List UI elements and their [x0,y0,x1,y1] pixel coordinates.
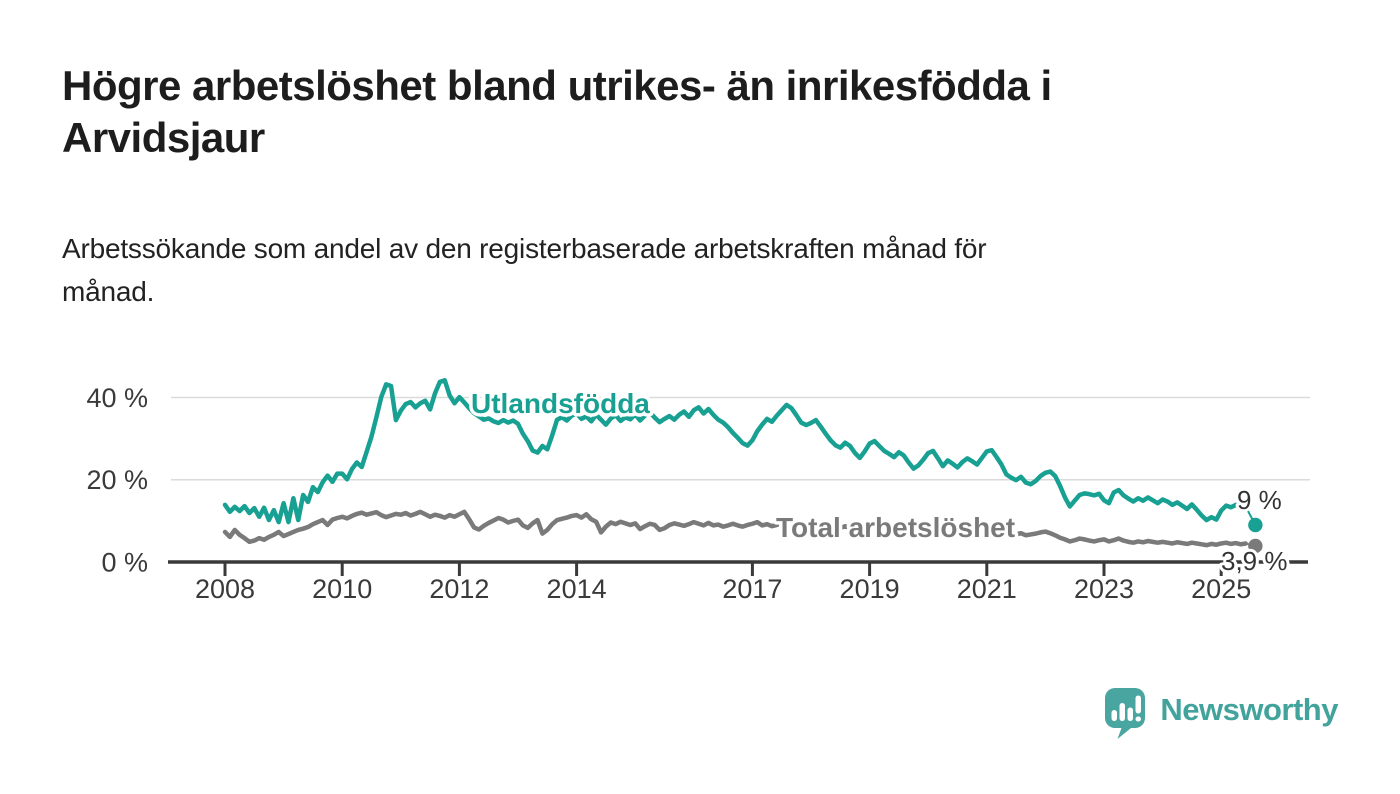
x-tick-label: 2012 [429,574,489,604]
x-tick-label: 2019 [840,574,900,604]
y-tick-label: 0 % [101,547,148,577]
x-tick-label: 2025 [1191,574,1251,604]
end-value-label-utlandsfodda: 9 % [1237,485,1282,515]
series-end-dot-total-arbetsloshet [1248,538,1263,554]
series-line-total-arbetsloshet [222,509,1248,548]
series-inline-labels: Utlandsfödda Total arbetslöshet [468,385,1019,547]
page-title: Högre arbetslöshet bland utrikes- än inr… [62,60,1332,164]
x-tick-label: 2014 [547,574,607,604]
series-label-utlandsfodda: Utlandsfödda [471,388,650,419]
x-tick-label: 2010 [312,574,372,604]
series-lines [222,377,1263,554]
end-value-label-total-arbetsloshet: 3,9 % [1221,546,1288,576]
y-axis: 0 % 20 % 40 % [86,383,148,578]
gridlines [171,396,1310,481]
x-tick-label: 2017 [722,574,782,604]
y-tick-label: 20 % [86,465,148,495]
logo-exclamation-dot-icon [1135,716,1142,722]
page-title-line-1: Högre arbetslöshet bland utrikes- än inr… [62,62,1052,109]
chart-subtitle: Arbetssökande som andel av den registerb… [62,227,1332,314]
newsworthy-logo: Newsworthy [1103,686,1338,740]
logo-bar-2-icon [1119,703,1126,721]
y-tick-label: 40 % [86,383,148,413]
series-end-dot-utlandsfodda [1248,517,1263,533]
page-title-line-2: Arvidsjaur [62,114,265,162]
x-tick-label: 2008 [195,574,255,604]
newsworthy-logo-text: Newsworthy [1160,692,1338,727]
x-tick-label: 2023 [1074,574,1134,604]
newsworthy-logo-icon [1105,688,1146,739]
x-axis: 2008 2010 2012 2014 2017 2019 2021 2023 2025 [168,560,1308,604]
series-label-total-arbetsloshet: Total arbetslöshet [776,512,1015,543]
chart-subtitle-line-2: månad. [62,276,155,308]
x-tick-label: 2021 [957,574,1017,604]
logo-exclamation-bar-icon [1135,695,1142,714]
series-line-utlandsfodda [222,377,1248,525]
logo-bar-3-icon [1127,707,1134,721]
logo-bar-1-icon [1111,710,1118,721]
end-value-labels: 9 % 3,9 % [1218,482,1291,579]
chart-subtitle-line-1: Arbetssökande som andel av den registerb… [62,233,987,264]
